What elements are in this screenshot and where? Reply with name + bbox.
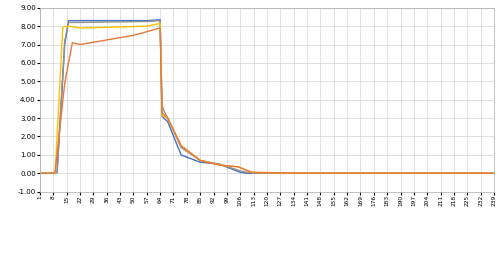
pv25% xyxy=(37,172,43,175)
pv50% xyxy=(132,25,138,28)
pv50% xyxy=(443,172,449,175)
pv50% xyxy=(96,26,102,29)
Reference xyxy=(96,40,102,43)
Reference xyxy=(111,37,117,40)
Reference xyxy=(37,172,43,175)
pv50% xyxy=(386,172,392,175)
pv25% xyxy=(491,172,497,175)
pv50% xyxy=(491,172,497,175)
pv25% xyxy=(111,19,117,22)
pv33% xyxy=(111,20,117,24)
pv33% xyxy=(243,170,249,174)
pv50% xyxy=(37,172,43,175)
Reference xyxy=(491,172,497,175)
Reference xyxy=(157,26,163,30)
Line: pv33%: pv33% xyxy=(40,21,494,173)
pv33% xyxy=(37,172,43,175)
Reference xyxy=(386,172,392,175)
Reference xyxy=(243,168,249,171)
pv33% xyxy=(96,21,102,24)
pv33% xyxy=(386,172,392,175)
pv25% xyxy=(386,172,392,175)
Reference xyxy=(443,172,449,175)
pv50% xyxy=(157,22,163,25)
Line: Reference: Reference xyxy=(40,28,494,173)
pv33% xyxy=(443,172,449,175)
Line: pv25%: pv25% xyxy=(40,20,494,173)
pv25% xyxy=(157,18,163,21)
pv50% xyxy=(111,25,117,28)
pv33% xyxy=(132,20,138,23)
Reference xyxy=(132,33,138,36)
pv33% xyxy=(157,19,163,22)
pv50% xyxy=(243,168,249,171)
pv25% xyxy=(243,171,249,175)
pv25% xyxy=(96,19,102,22)
Line: pv50%: pv50% xyxy=(40,23,494,173)
pv25% xyxy=(132,19,138,22)
pv25% xyxy=(443,172,449,175)
pv33% xyxy=(491,172,497,175)
